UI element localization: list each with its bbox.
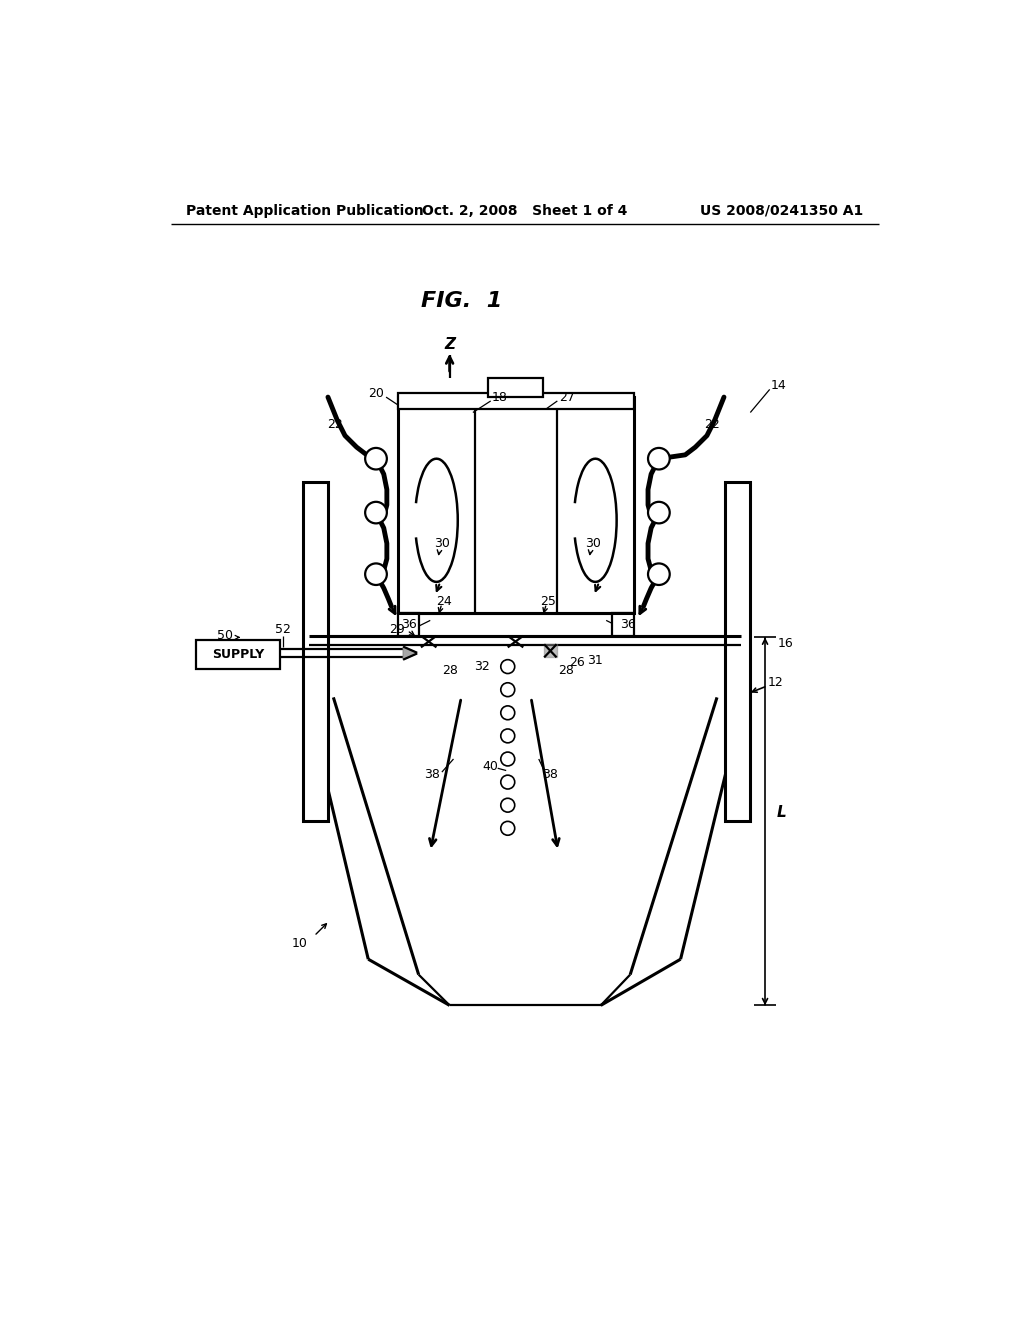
Circle shape xyxy=(366,564,387,585)
Bar xyxy=(488,378,543,397)
Bar xyxy=(397,393,634,409)
Text: US 2008/0241350 A1: US 2008/0241350 A1 xyxy=(700,203,863,218)
Text: 22: 22 xyxy=(703,417,720,430)
Text: 38: 38 xyxy=(424,768,439,781)
Text: 14: 14 xyxy=(771,379,786,392)
Bar xyxy=(725,482,750,821)
Text: 24: 24 xyxy=(436,594,452,607)
Text: 22: 22 xyxy=(327,417,343,430)
Text: 25: 25 xyxy=(540,594,556,607)
Bar xyxy=(397,612,420,636)
Text: 20: 20 xyxy=(368,387,384,400)
Text: 27: 27 xyxy=(559,391,575,404)
Text: 31: 31 xyxy=(587,653,602,667)
Text: SUPPLY: SUPPLY xyxy=(212,648,264,661)
Text: Patent Application Publication: Patent Application Publication xyxy=(186,203,424,218)
Text: 28: 28 xyxy=(441,664,458,677)
Polygon shape xyxy=(403,647,417,660)
Text: 12: 12 xyxy=(767,676,783,689)
Circle shape xyxy=(366,502,387,524)
Text: 30: 30 xyxy=(434,537,450,550)
Text: 32: 32 xyxy=(474,660,490,673)
Text: 10: 10 xyxy=(292,937,308,950)
Polygon shape xyxy=(544,644,557,657)
Text: 36: 36 xyxy=(400,618,417,631)
Bar xyxy=(397,397,634,612)
Text: 26: 26 xyxy=(569,656,586,669)
Text: FIG.  1: FIG. 1 xyxy=(421,290,502,310)
Text: L: L xyxy=(776,805,786,821)
Circle shape xyxy=(648,502,670,524)
Text: Oct. 2, 2008   Sheet 1 of 4: Oct. 2, 2008 Sheet 1 of 4 xyxy=(422,203,628,218)
Text: Z: Z xyxy=(444,337,455,352)
Text: 40: 40 xyxy=(482,760,499,774)
Bar xyxy=(612,612,634,636)
Text: 52: 52 xyxy=(275,623,291,636)
Bar xyxy=(197,640,280,669)
Text: 30: 30 xyxy=(585,537,601,550)
Text: 28: 28 xyxy=(558,664,573,677)
Circle shape xyxy=(648,564,670,585)
Bar xyxy=(303,482,328,821)
Text: 18: 18 xyxy=(493,391,508,404)
Circle shape xyxy=(366,447,387,470)
Text: 50: 50 xyxy=(217,630,232,643)
Circle shape xyxy=(648,447,670,470)
Text: 29: 29 xyxy=(389,623,404,636)
Text: 16: 16 xyxy=(777,638,793,649)
Text: 38: 38 xyxy=(543,768,558,781)
Text: 36: 36 xyxy=(620,618,636,631)
